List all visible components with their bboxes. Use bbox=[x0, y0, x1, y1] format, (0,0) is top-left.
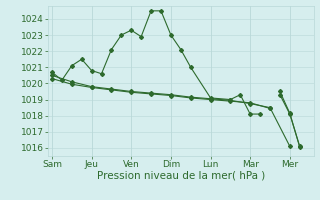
X-axis label: Pression niveau de la mer( hPa ): Pression niveau de la mer( hPa ) bbox=[97, 171, 265, 181]
